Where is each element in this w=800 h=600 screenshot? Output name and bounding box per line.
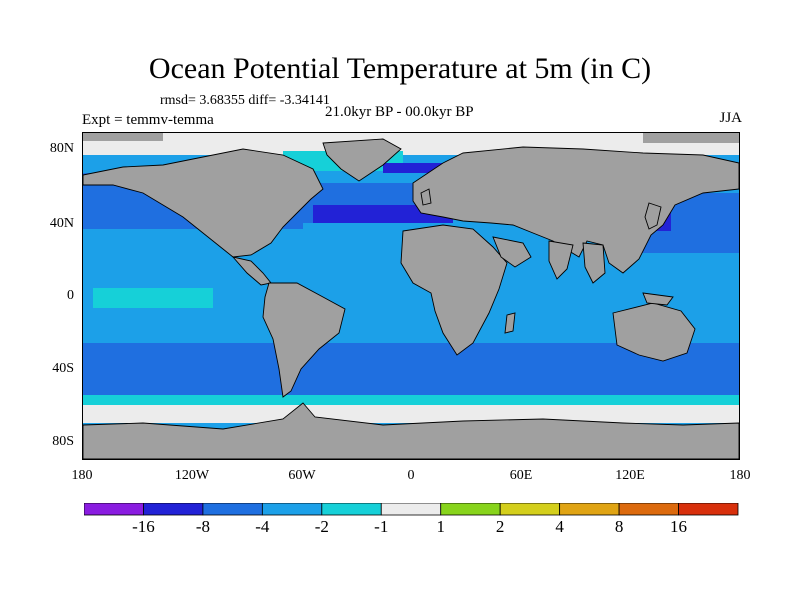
lon-tick-180w: 180	[71, 468, 93, 483]
colorbar-label: 8	[614, 517, 624, 536]
colorbar-label: 1	[436, 517, 445, 536]
lat-tick-80n: 80N	[49, 141, 74, 156]
lat-tick-0: 0	[67, 288, 74, 303]
colorbar-swatch	[380, 503, 442, 516]
colorbar-label: 4	[555, 517, 564, 536]
stats-label: rmsd= 3.68355 diff= -3.34141	[160, 93, 330, 108]
colorbar	[84, 503, 739, 516]
equatorial-pacific-teal-patch	[93, 288, 213, 308]
lon-tick-180e: 180	[729, 468, 751, 483]
colorbar-swatch	[499, 503, 561, 516]
japan	[644, 202, 662, 230]
lon-tick-120e: 120E	[615, 468, 645, 483]
colorbar-swatch	[618, 503, 679, 516]
colorbar-swatch	[202, 503, 263, 516]
season-label: JJA	[719, 110, 742, 126]
india	[548, 240, 574, 280]
lat-tick-80s: 80S	[52, 434, 74, 449]
colorbar-swatch	[84, 503, 144, 516]
map-canvas	[83, 133, 739, 459]
southern-teal-band	[83, 395, 739, 405]
lat-tick-40n: 40N	[49, 216, 74, 231]
colorbar-swatch	[559, 503, 620, 516]
north-atlantic-strong-cooling	[313, 205, 453, 223]
colorbar-label: -8	[195, 517, 210, 536]
arctic-grey-cap	[83, 133, 163, 141]
colorbar-swatch	[321, 503, 382, 516]
eurasia	[412, 146, 739, 274]
colorbar-swatch	[440, 503, 501, 516]
southern-ocean-cold-band	[83, 343, 739, 403]
antarctica	[83, 402, 739, 459]
africa	[400, 224, 508, 356]
colorbar-swatch	[678, 503, 739, 516]
colorbar-swatch	[261, 503, 323, 516]
land-masses	[83, 138, 739, 459]
lon-tick-60w: 60W	[288, 468, 316, 483]
arctic-grey-cap-east	[643, 133, 739, 143]
new-guinea	[642, 292, 674, 306]
colorbar-label: -4	[255, 517, 270, 536]
uk-islands	[420, 188, 432, 206]
colorbar-label: -2	[314, 517, 329, 536]
north-america	[83, 148, 324, 258]
colorbar-label: -1	[374, 517, 389, 536]
arctic-ice-band	[83, 133, 739, 155]
antarctic-ice-band	[83, 403, 739, 423]
madagascar	[504, 312, 516, 334]
world-map	[82, 132, 740, 460]
lon-tick-120w: 120W	[174, 468, 210, 483]
lat-tick-40s: 40S	[52, 361, 74, 376]
figure-title: Ocean Potential Temperature at 5m (in C)	[148, 52, 652, 85]
colorbar-label: 2	[495, 517, 505, 536]
colorbar-label: 16	[670, 517, 688, 536]
experiment-label: Expt = temmv-temma	[82, 112, 214, 128]
greenland	[322, 138, 402, 182]
north-atlantic-strong-cooling-2	[383, 163, 443, 173]
south-america	[262, 282, 346, 398]
australia	[612, 302, 696, 362]
arabia	[492, 236, 532, 268]
colorbar-label: -16	[132, 517, 155, 536]
southeast-asia	[582, 242, 606, 284]
lon-tick-0: 0	[407, 468, 415, 483]
lon-tick-60e: 60E	[509, 468, 533, 483]
period-label: 21.0kyr BP - 00.0kyr BP	[325, 104, 474, 120]
colorbar-swatch	[143, 503, 204, 516]
